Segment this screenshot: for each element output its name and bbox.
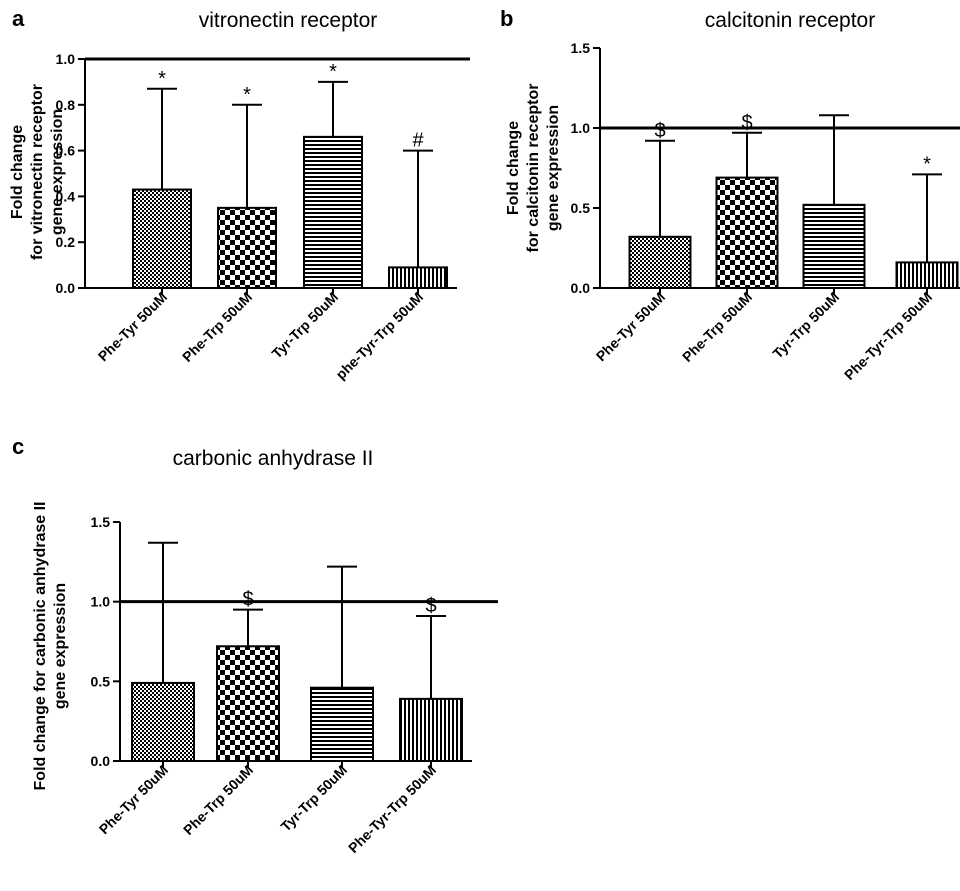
bar — [217, 206, 277, 290]
x-tick-label: Phe-Trp 50uM — [180, 762, 256, 838]
significance-marker: * — [923, 153, 931, 175]
y-axis-label: gene expression — [545, 105, 562, 231]
y-tick-label: 1.0 — [91, 594, 111, 610]
bar — [131, 681, 195, 763]
x-tick-label: Phe-Tyr-Trp 50uM — [345, 762, 439, 856]
significance-marker: $ — [654, 120, 665, 142]
x-tick-label: Tyr-Trp 50uM — [277, 762, 350, 835]
bar — [132, 188, 192, 289]
chart-title: calcitonin receptor — [705, 9, 875, 32]
y-tick-label: 0.0 — [571, 280, 591, 296]
y-axis-label: for calcitonin receptor — [525, 84, 542, 253]
x-tick-label: phe-Tyr-Trp 50uM — [332, 289, 426, 383]
y-tick-label: 0.6 — [56, 143, 76, 159]
bar — [310, 686, 374, 762]
bar — [628, 235, 692, 290]
bar — [216, 645, 280, 763]
bar — [802, 203, 866, 289]
x-tick-label: Tyr-Trp 50uM — [769, 289, 842, 362]
y-tick-label: 1.5 — [571, 40, 591, 56]
significance-marker: * — [329, 61, 337, 83]
significance-marker: $ — [741, 112, 752, 134]
y-axis-label: gene expression — [49, 109, 66, 235]
x-tick-label: Phe-Trp 50uM — [179, 289, 255, 365]
y-tick-label: 0.5 — [91, 673, 111, 689]
y-axis-label: for vitronectin receptor — [29, 84, 46, 260]
significance-marker: $ — [425, 595, 436, 617]
y-tick-label: 0.8 — [56, 97, 76, 113]
bar — [399, 697, 463, 762]
y-tick-label: 0.4 — [56, 188, 76, 204]
chart-title: carbonic anhydrase II — [173, 447, 374, 470]
y-tick-label: 1.0 — [56, 51, 76, 67]
y-axis-label: gene expression — [52, 583, 69, 709]
chart-panel-a: a vitronectin receptor Fold change for vitr… — [9, 6, 470, 382]
y-tick-label: 0.5 — [571, 200, 591, 216]
bar — [388, 266, 448, 290]
panel-letter: b — [500, 6, 513, 31]
y-tick-label: 0.2 — [56, 234, 76, 250]
y-tick-label: 1.0 — [571, 120, 591, 136]
y-tick-label: 1.5 — [91, 514, 111, 530]
significance-marker: # — [412, 130, 424, 152]
y-axis-label: Fold change — [505, 121, 522, 215]
chart-panel-c: c carbonic anhydrase II Fold change for ca… — [12, 434, 498, 856]
x-tick-label: Tyr-Trp 50uM — [268, 289, 341, 362]
x-tick-label: Phe-Tyr 50uM — [96, 762, 171, 837]
y-axis-label: Fold change for carbonic anhydrase II — [32, 502, 49, 791]
chart-title: vitronectin receptor — [199, 9, 378, 32]
x-tick-label: Phe-Trp 50uM — [679, 289, 755, 365]
x-tick-label: Phe-Tyr 50uM — [95, 289, 170, 364]
bar — [715, 176, 779, 290]
significance-marker: * — [243, 84, 251, 106]
y-axis-label: Fold change — [9, 125, 26, 219]
panel-letter: a — [12, 6, 25, 31]
chart-panel-b: b calcitonin receptor Fold change for calci… — [500, 6, 960, 383]
y-tick-label: 0.0 — [91, 753, 111, 769]
significance-marker: $ — [242, 589, 253, 611]
panel-letter: c — [12, 434, 24, 459]
bar — [895, 261, 959, 289]
significance-marker: * — [158, 68, 166, 90]
bar — [303, 135, 363, 289]
x-tick-label: Phe-Tyr-Trp 50uM — [841, 289, 935, 383]
x-tick-label: Phe-Tyr 50uM — [593, 289, 668, 364]
y-tick-label: 0.0 — [56, 280, 76, 296]
